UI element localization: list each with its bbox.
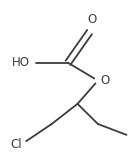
Text: O: O [88, 13, 97, 26]
Text: O: O [101, 74, 110, 87]
Text: HO: HO [12, 56, 30, 69]
Text: Cl: Cl [10, 138, 22, 151]
